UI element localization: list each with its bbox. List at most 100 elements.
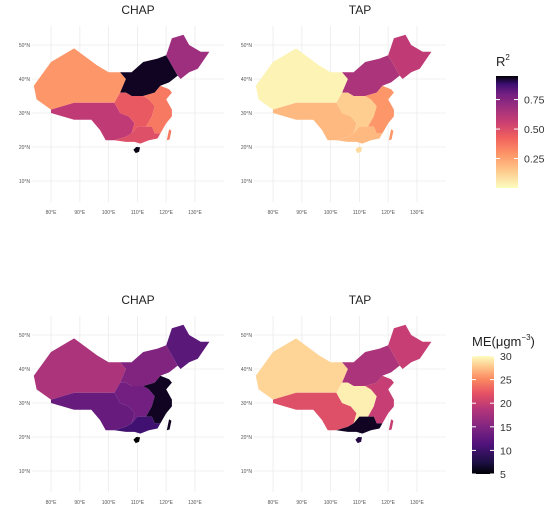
lon-tick-label: 130°E bbox=[410, 500, 424, 506]
lon-tick-label: 110°E bbox=[353, 500, 367, 506]
lon-tick-label: 110°E bbox=[131, 210, 145, 216]
region-hainan bbox=[355, 147, 362, 154]
region-east bbox=[365, 375, 394, 424]
region-south bbox=[114, 126, 161, 144]
lat-tick-label: 40°N bbox=[241, 367, 253, 373]
lat-tick-label: 50°N bbox=[19, 333, 31, 339]
panel-title-me-tap: TAP bbox=[349, 293, 371, 307]
region-south bbox=[114, 416, 161, 434]
region-northeast bbox=[166, 34, 210, 79]
lat-tick-label: 20°N bbox=[19, 435, 31, 441]
lat-tick-label: 40°N bbox=[241, 77, 253, 83]
region-taiwan bbox=[166, 419, 172, 431]
lat-tick-label: 30°N bbox=[19, 401, 31, 407]
legend-me: ME(μgm−3) 5 10 15 20 25 30 bbox=[472, 333, 535, 481]
lon-tick-label: 90°E bbox=[296, 210, 308, 216]
region-northeast bbox=[388, 324, 432, 369]
region-central bbox=[336, 92, 377, 134]
lon-tick-label: 100°E bbox=[324, 210, 338, 216]
region-central bbox=[114, 92, 155, 134]
lon-tick-label: 120°E bbox=[381, 500, 395, 506]
lon-tick-label: 90°E bbox=[74, 210, 86, 216]
lat-tick-label: 50°N bbox=[241, 333, 253, 339]
lon-tick-label: 90°E bbox=[74, 500, 86, 506]
legend-title-r2: R2 bbox=[496, 53, 510, 69]
lon-tick-label: 110°E bbox=[353, 210, 367, 216]
lon-tick-label: 80°E bbox=[46, 500, 58, 506]
region-southwest bbox=[51, 392, 135, 431]
lat-tick-label: 10°N bbox=[241, 469, 253, 475]
legend-tick-label: 0.50 bbox=[524, 124, 545, 136]
legend-colorbar-me bbox=[472, 356, 494, 474]
lat-tick-label: 30°N bbox=[19, 111, 31, 117]
legend-tick-label: 5 bbox=[500, 469, 506, 481]
lat-tick-label: 50°N bbox=[19, 43, 31, 49]
legend-tick-label: 30 bbox=[500, 351, 512, 363]
lat-tick-label: 10°N bbox=[241, 179, 253, 185]
region-south bbox=[336, 416, 383, 434]
region-east bbox=[143, 85, 172, 134]
lat-tick-label: 50°N bbox=[241, 43, 253, 49]
region-north bbox=[120, 345, 178, 386]
lon-tick-label: 130°E bbox=[188, 500, 202, 506]
lon-tick-label: 90°E bbox=[296, 500, 308, 506]
lat-tick-label: 20°N bbox=[19, 145, 31, 151]
region-north bbox=[120, 55, 178, 96]
region-hainan bbox=[355, 437, 362, 444]
legend-tick-label: 20 bbox=[500, 398, 512, 410]
legend-colorbar-r2 bbox=[496, 76, 518, 188]
map-panel-r2-tap: 80°E 90°E 100°E 110°E 120°E 130°E 10°N 20°N 30°N… bbox=[241, 26, 446, 216]
lat-tick-label: 10°N bbox=[19, 179, 31, 185]
lon-tick-label: 100°E bbox=[324, 500, 338, 506]
lat-tick-label: 20°N bbox=[241, 435, 253, 441]
legend-r2: R2 0.25 0.50 0.75 bbox=[496, 53, 545, 188]
region-east bbox=[365, 85, 394, 134]
region-northwest bbox=[33, 48, 126, 110]
lon-tick-label: 100°E bbox=[102, 210, 116, 216]
legend-tick-label: 0.25 bbox=[524, 154, 545, 166]
region-taiwan bbox=[388, 419, 394, 431]
lon-tick-label: 80°E bbox=[268, 210, 280, 216]
region-central bbox=[336, 382, 377, 424]
legend-title-me: ME(μgm−3) bbox=[472, 333, 535, 349]
region-northeast bbox=[388, 34, 432, 79]
lon-tick-label: 120°E bbox=[381, 210, 395, 216]
legend-tick-label: 10 bbox=[500, 445, 512, 457]
lat-tick-label: 30°N bbox=[241, 401, 253, 407]
region-hainan bbox=[133, 147, 140, 154]
lat-tick-label: 20°N bbox=[241, 145, 253, 151]
region-taiwan bbox=[388, 129, 394, 141]
region-northwest bbox=[255, 338, 348, 400]
lon-tick-label: 120°E bbox=[159, 210, 173, 216]
region-south bbox=[336, 126, 383, 144]
lon-tick-label: 120°E bbox=[159, 500, 173, 506]
lon-tick-label: 80°E bbox=[46, 210, 58, 216]
lat-tick-label: 10°N bbox=[19, 469, 31, 475]
map-panel-me-chap: 80°E 90°E 100°E 110°E 120°E 130°E 10°N 20°N 30°N… bbox=[19, 316, 224, 506]
lat-tick-label: 30°N bbox=[241, 111, 253, 117]
panel-title-r2-chap: CHAP bbox=[121, 3, 154, 17]
map-panel-me-tap: 80°E 90°E 100°E 110°E 120°E 130°E 10°N 20°N 30°N… bbox=[241, 316, 446, 506]
legend-tick-label: 15 bbox=[500, 422, 512, 434]
region-east bbox=[143, 375, 172, 424]
region-northwest bbox=[33, 338, 126, 400]
map-panel-r2-chap: 80°E 90°E 100°E 110°E 120°E 130°E 10°N 20°N 30°N… bbox=[19, 26, 224, 216]
region-north bbox=[342, 345, 400, 386]
lon-tick-label: 110°E bbox=[131, 500, 145, 506]
region-southwest bbox=[273, 102, 357, 141]
lon-tick-label: 80°E bbox=[268, 500, 280, 506]
region-southwest bbox=[273, 392, 357, 431]
region-taiwan bbox=[166, 129, 172, 141]
lat-tick-label: 40°N bbox=[19, 367, 31, 373]
region-southwest bbox=[51, 102, 135, 141]
lon-tick-label: 130°E bbox=[188, 210, 202, 216]
lat-tick-label: 40°N bbox=[19, 77, 31, 83]
region-northwest bbox=[255, 48, 348, 110]
region-northeast bbox=[166, 324, 210, 369]
panel-title-r2-tap: TAP bbox=[349, 3, 371, 17]
panel-title-me-chap: CHAP bbox=[121, 293, 154, 307]
lon-tick-label: 130°E bbox=[410, 210, 424, 216]
lon-tick-label: 100°E bbox=[102, 500, 116, 506]
legend-tick-label: 25 bbox=[500, 375, 512, 387]
